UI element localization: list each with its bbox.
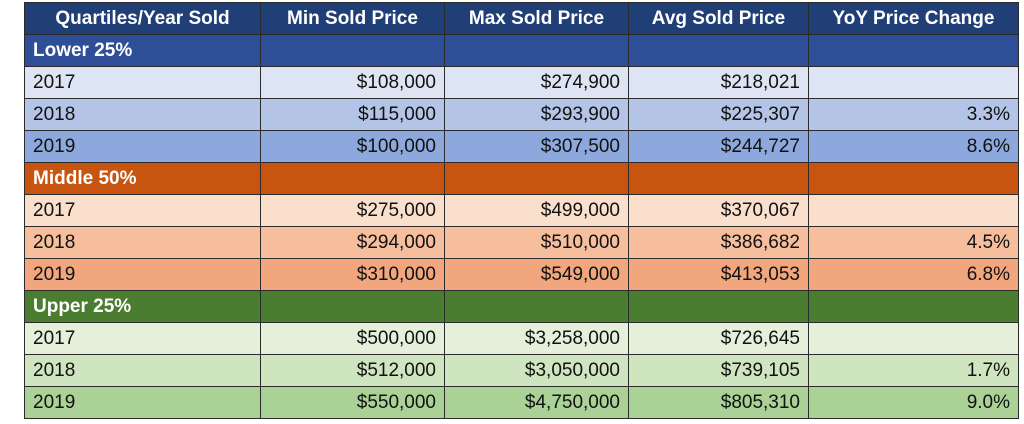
avg-price-cell: $739,105 [628, 354, 809, 387]
table-row: 2018 $294,000 $510,000 $386,682 4.5% [24, 226, 1019, 259]
min-price-cell: $310,000 [260, 258, 445, 291]
max-price-cell: $274,900 [444, 66, 629, 99]
header-min-price: Min Sold Price [260, 2, 445, 35]
min-price-cell: $500,000 [260, 322, 445, 355]
year-cell: 2019 [24, 386, 261, 419]
header-quartiles-year: Quartiles/Year Sold [24, 2, 261, 35]
group-row-lower: Lower 25% [24, 34, 1019, 67]
header-row: Quartiles/Year Sold Min Sold Price Max S… [24, 2, 1019, 35]
year-cell: 2018 [24, 354, 261, 387]
max-price-cell: $510,000 [444, 226, 629, 259]
table-row: 2017 $108,000 $274,900 $218,021 [24, 66, 1019, 99]
header-avg-price: Avg Sold Price [628, 2, 809, 35]
year-cell: 2017 [24, 322, 261, 355]
yoy-change-cell [808, 194, 1019, 227]
avg-price-cell: $225,307 [628, 98, 809, 131]
price-table: Quartiles/Year Sold Min Sold Price Max S… [24, 2, 1019, 419]
max-price-cell: $3,050,000 [444, 354, 629, 387]
yoy-change-cell [808, 322, 1019, 355]
year-cell: 2019 [24, 258, 261, 291]
group-row-middle: Middle 50% [24, 162, 1019, 195]
max-price-cell: $3,258,000 [444, 322, 629, 355]
table-row: 2017 $500,000 $3,258,000 $726,645 [24, 322, 1019, 355]
max-price-cell: $549,000 [444, 258, 629, 291]
year-cell: 2019 [24, 130, 261, 163]
header-yoy-change: YoY Price Change [808, 2, 1019, 35]
table-row: 2019 $100,000 $307,500 $244,727 8.6% [24, 130, 1019, 163]
max-price-cell: $307,500 [444, 130, 629, 163]
yoy-change-cell: 1.7% [808, 354, 1019, 387]
min-price-cell: $108,000 [260, 66, 445, 99]
group-row-upper: Upper 25% [24, 290, 1019, 323]
table-row: 2017 $275,000 $499,000 $370,067 [24, 194, 1019, 227]
group-label: Upper 25% [24, 290, 261, 323]
max-price-cell: $293,900 [444, 98, 629, 131]
table-row: 2019 $310,000 $549,000 $413,053 6.8% [24, 258, 1019, 291]
year-cell: 2018 [24, 98, 261, 131]
min-price-cell: $550,000 [260, 386, 445, 419]
min-price-cell: $512,000 [260, 354, 445, 387]
max-price-cell: $4,750,000 [444, 386, 629, 419]
min-price-cell: $275,000 [260, 194, 445, 227]
year-cell: 2017 [24, 66, 261, 99]
yoy-change-cell: 6.8% [808, 258, 1019, 291]
table-row: 2019 $550,000 $4,750,000 $805,310 9.0% [24, 386, 1019, 419]
yoy-change-cell: 4.5% [808, 226, 1019, 259]
avg-price-cell: $386,682 [628, 226, 809, 259]
header-max-price: Max Sold Price [444, 2, 629, 35]
avg-price-cell: $413,053 [628, 258, 809, 291]
year-cell: 2018 [24, 226, 261, 259]
avg-price-cell: $370,067 [628, 194, 809, 227]
min-price-cell: $294,000 [260, 226, 445, 259]
yoy-change-cell: 9.0% [808, 386, 1019, 419]
avg-price-cell: $805,310 [628, 386, 809, 419]
yoy-change-cell [808, 66, 1019, 99]
group-label: Lower 25% [24, 34, 261, 67]
max-price-cell: $499,000 [444, 194, 629, 227]
table-row: 2018 $512,000 $3,050,000 $739,105 1.7% [24, 354, 1019, 387]
group-label: Middle 50% [24, 162, 261, 195]
yoy-change-cell: 3.3% [808, 98, 1019, 131]
min-price-cell: $115,000 [260, 98, 445, 131]
min-price-cell: $100,000 [260, 130, 445, 163]
year-cell: 2017 [24, 194, 261, 227]
avg-price-cell: $218,021 [628, 66, 809, 99]
avg-price-cell: $726,645 [628, 322, 809, 355]
yoy-change-cell: 8.6% [808, 130, 1019, 163]
table-row: 2018 $115,000 $293,900 $225,307 3.3% [24, 98, 1019, 131]
avg-price-cell: $244,727 [628, 130, 809, 163]
